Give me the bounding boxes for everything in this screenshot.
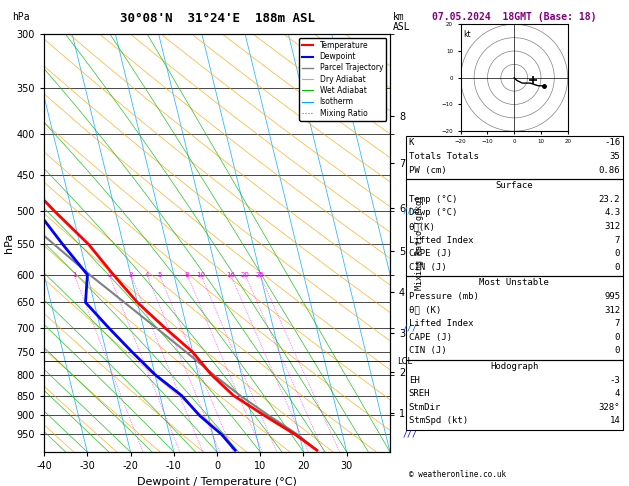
Text: Mixing Ratio (g/kg): Mixing Ratio (g/kg) [415,195,424,291]
Text: StmSpd (kt): StmSpd (kt) [409,417,468,425]
Text: EH: EH [409,376,420,384]
Text: 328°: 328° [599,403,620,412]
Text: ///: /// [403,207,418,216]
Text: ///: /// [403,430,418,439]
Text: Dewp (°C): Dewp (°C) [409,208,457,217]
Text: 1: 1 [72,272,77,278]
Text: 0: 0 [615,347,620,355]
Text: 312: 312 [604,222,620,231]
Text: θᴇ(K): θᴇ(K) [409,222,436,231]
Text: © weatheronline.co.uk: © weatheronline.co.uk [409,469,506,479]
Text: θᴇ (K): θᴇ (K) [409,306,441,314]
Text: 0: 0 [615,249,620,258]
Text: 995: 995 [604,292,620,301]
Text: 4.3: 4.3 [604,208,620,217]
Text: -16: -16 [604,139,620,147]
Y-axis label: hPa: hPa [4,233,14,253]
Text: 2: 2 [107,272,111,278]
Text: 4: 4 [615,389,620,398]
Text: Lifted Index: Lifted Index [409,236,474,244]
Text: 7: 7 [615,236,620,244]
Text: 16: 16 [226,272,235,278]
Text: 23.2: 23.2 [599,195,620,204]
Text: Lifted Index: Lifted Index [409,319,474,328]
Text: 20: 20 [240,272,250,278]
Text: 14: 14 [610,417,620,425]
Text: 25: 25 [255,272,264,278]
Text: PW (cm): PW (cm) [409,166,447,174]
Text: ///: /// [403,324,418,332]
Text: CIN (J): CIN (J) [409,263,447,272]
Text: CAPE (J): CAPE (J) [409,333,452,342]
Text: 07.05.2024  18GMT (Base: 18): 07.05.2024 18GMT (Base: 18) [432,12,596,22]
Text: ASL: ASL [393,22,411,32]
Text: Most Unstable: Most Unstable [479,278,549,287]
Text: Totals Totals: Totals Totals [409,152,479,161]
Text: 10: 10 [196,272,205,278]
Text: 312: 312 [604,306,620,314]
Text: K: K [409,139,415,147]
Text: CAPE (J): CAPE (J) [409,249,452,258]
Text: SREH: SREH [409,389,430,398]
Text: 4: 4 [145,272,149,278]
Text: kt: kt [464,30,471,39]
Text: 3: 3 [128,272,133,278]
Text: -3: -3 [610,376,620,384]
Text: hPa: hPa [13,12,30,22]
Text: 0: 0 [615,333,620,342]
Text: 0: 0 [615,263,620,272]
Text: 35: 35 [610,152,620,161]
X-axis label: Dewpoint / Temperature (°C): Dewpoint / Temperature (°C) [137,477,297,486]
Text: km: km [393,12,405,22]
Text: 7: 7 [615,319,620,328]
Text: 5: 5 [157,272,162,278]
Text: 30°08'N  31°24'E  188m ASL: 30°08'N 31°24'E 188m ASL [120,12,314,25]
Text: LCL: LCL [397,357,412,366]
Legend: Temperature, Dewpoint, Parcel Trajectory, Dry Adiabat, Wet Adiabat, Isotherm, Mi: Temperature, Dewpoint, Parcel Trajectory… [299,38,386,121]
Text: 8: 8 [185,272,189,278]
Text: Surface: Surface [496,181,533,190]
Text: 0.86: 0.86 [599,166,620,174]
Text: StmDir: StmDir [409,403,441,412]
Text: Temp (°C): Temp (°C) [409,195,457,204]
Text: Pressure (mb): Pressure (mb) [409,292,479,301]
Text: CIN (J): CIN (J) [409,347,447,355]
Text: Hodograph: Hodograph [490,362,538,371]
